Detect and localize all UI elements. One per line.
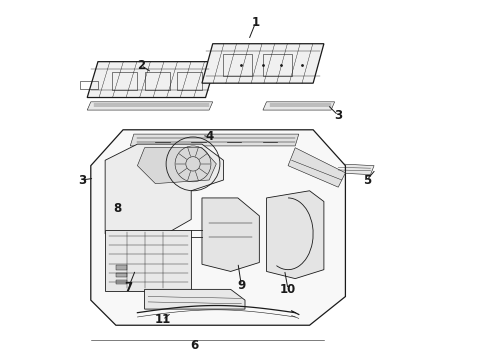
Bar (116, 280, 126, 284)
Polygon shape (202, 44, 324, 83)
Bar (116, 273, 126, 277)
Text: 1: 1 (252, 16, 260, 29)
Text: 3: 3 (334, 109, 343, 122)
Text: 4: 4 (205, 130, 213, 144)
Polygon shape (130, 134, 299, 146)
Polygon shape (263, 102, 335, 110)
Text: 3: 3 (78, 174, 86, 186)
Bar (116, 265, 126, 270)
Polygon shape (202, 198, 259, 271)
Polygon shape (105, 144, 223, 234)
Text: 7: 7 (124, 281, 132, 294)
Text: 8: 8 (114, 202, 122, 215)
Text: 10: 10 (280, 283, 296, 296)
Polygon shape (145, 289, 245, 309)
Polygon shape (288, 148, 345, 187)
Polygon shape (267, 191, 324, 279)
Text: 6: 6 (191, 339, 199, 352)
Polygon shape (87, 102, 213, 110)
Text: 9: 9 (237, 279, 245, 292)
Polygon shape (87, 62, 216, 98)
Polygon shape (105, 230, 191, 291)
Text: 2: 2 (137, 59, 145, 72)
Polygon shape (335, 164, 374, 175)
Text: 11: 11 (154, 313, 171, 327)
Polygon shape (137, 148, 216, 184)
Polygon shape (91, 130, 345, 325)
Text: 5: 5 (363, 174, 371, 186)
